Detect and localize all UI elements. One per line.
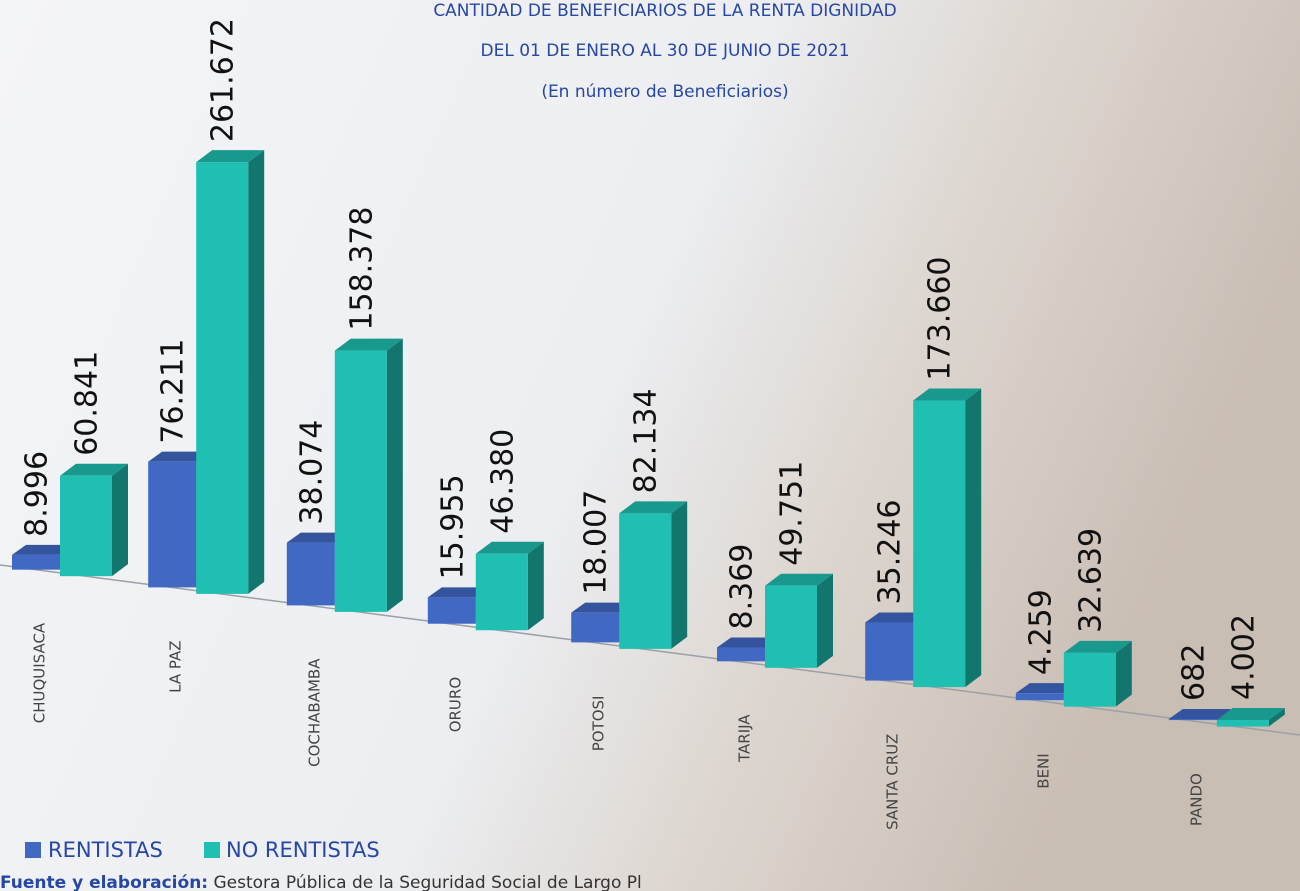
bar-side [112,463,128,577]
bar [1216,707,1285,727]
bar-front [1216,719,1269,727]
bar [334,338,403,612]
bar-front [148,461,197,588]
bar-top [475,541,544,554]
value-label: 32.639 [1073,528,1108,633]
value-label: 76.211 [156,339,191,444]
bar-top [1015,683,1078,694]
value-label: 4.002 [1226,614,1261,700]
bar [196,150,265,594]
bar [717,637,779,662]
bar-top [334,338,403,351]
bar-front [1015,693,1064,701]
bar-top [1168,708,1231,719]
bar-top [865,612,928,623]
bar-side [1268,707,1285,727]
legend-label: NO RENTISTAS [226,838,380,862]
value-label: 15.955 [435,474,470,579]
bar-top [286,532,349,543]
x-tick-label: ORURO [446,677,464,732]
source-note: Fuente y elaboración: Gestora Pública de… [0,873,642,891]
bar-top [148,451,211,462]
bar-front [196,162,249,594]
bar-front [765,585,817,668]
bar-front [1063,652,1116,707]
value-label: 158.378 [344,207,379,331]
value-label: 8.369 [725,544,760,630]
bar-front [571,612,620,643]
bar-front [286,542,335,606]
bar-top [913,388,982,401]
bar-front [619,513,672,649]
source-label: Fuente y elaboración: [0,873,208,891]
x-tick-label: TARIJA [736,714,754,763]
bar-top [196,150,265,163]
legend-swatch [25,842,41,858]
bar [1168,708,1231,721]
bar [619,501,688,649]
bar-side [671,501,688,649]
x-tick-label: LA PAZ [167,641,185,693]
value-label: 46.380 [485,429,520,534]
value-label: 60.841 [70,351,105,456]
bar [913,388,982,688]
value-label: 35.246 [873,499,908,604]
bar-front [60,475,112,577]
bar-top [1063,640,1132,653]
bar-side [965,388,982,688]
bar-top [765,573,833,586]
value-label: 18.007 [579,490,614,595]
bar-front [427,597,476,624]
bar-side [817,573,833,668]
bar-front [913,400,966,688]
chart-subtitle: DEL 01 DE ENERO AL 30 DE JUNIO DE 2021 [480,41,849,61]
bar-top [1216,707,1285,720]
bar-side [1216,708,1231,721]
x-tick-label: SANTA CRUZ [884,734,902,830]
bar [1063,640,1132,707]
bar-side [386,338,403,612]
chart-title: CANTIDAD DE BENEFICIARIOS DE LA RENTA DI… [433,1,896,21]
bar-side [248,150,265,594]
x-tick-label: BENI [1034,753,1052,788]
unit-note: (En número de Beneficiarios) [541,82,788,102]
x-tick-label: PANDO [1187,773,1205,826]
bar-front [1168,718,1217,721]
legend-swatch [204,842,220,858]
bar-top [12,544,74,555]
value-label: 82.134 [629,388,664,493]
bar-top [571,602,634,613]
value-label: 261.672 [206,18,241,142]
bar-front [865,622,914,681]
bar-top [619,501,688,514]
bar-front [12,554,60,570]
value-label: 49.751 [775,461,810,566]
bar-top [60,463,128,476]
value-label: 38.074 [294,420,329,525]
x-tick-label: POTOSI [590,695,608,751]
bar-side [527,541,544,631]
value-label: 173.660 [923,256,958,380]
bar [765,573,833,668]
x-tick-label: COCHABAMBA [305,658,323,767]
source-text: Gestora Pública de la Seguridad Social d… [214,873,642,891]
legend-label: RENTISTAS [48,838,163,862]
bar-front [334,350,387,612]
value-label: 682 [1176,644,1211,701]
bar [475,541,544,631]
bar-front [475,553,528,631]
bar [60,463,128,577]
x-tick-label: CHUQUISACA [31,622,49,723]
bar-top [427,587,490,598]
bar-side [1115,640,1132,707]
value-label: 8.996 [20,451,55,537]
value-label: 4.259 [1023,589,1058,675]
bar-front [717,647,765,662]
bar-top [717,637,779,648]
